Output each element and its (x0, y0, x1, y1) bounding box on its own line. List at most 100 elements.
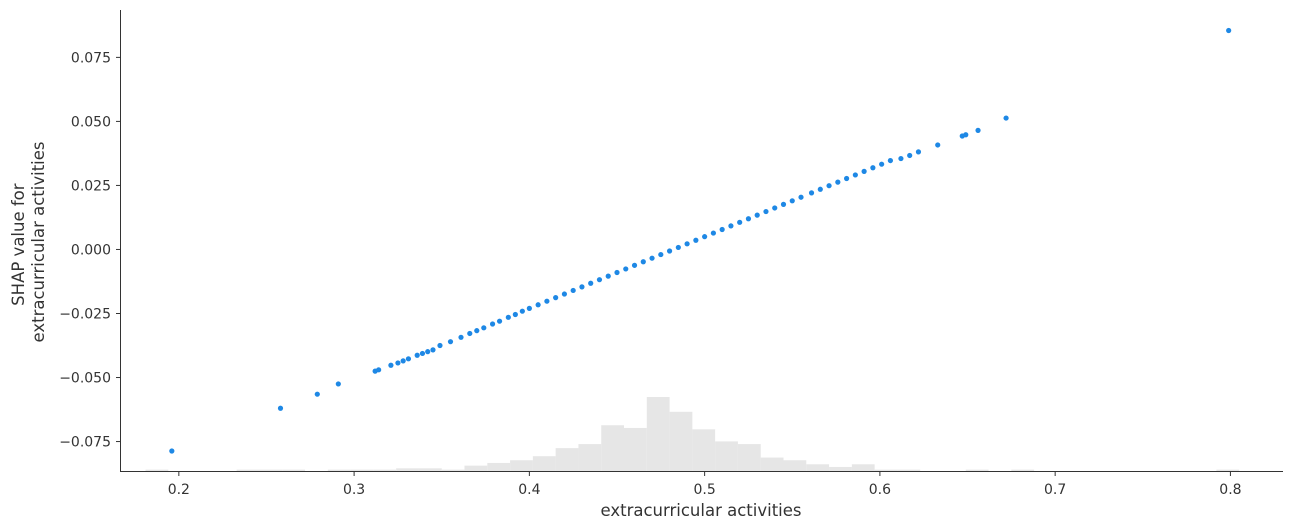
scatter-point (702, 234, 708, 240)
histogram-bar (692, 429, 716, 471)
scatter-point (623, 266, 629, 272)
y-tick-label: 0.025 (71, 178, 111, 194)
y-ticks: 0.075 0.050 0.025 0.000 −0.025 −0.050 −0.075 (59, 50, 121, 451)
scatter-point (579, 284, 585, 290)
scatter-point (852, 172, 858, 178)
histogram-bar (555, 448, 579, 471)
scatter-point (780, 201, 787, 207)
histogram-bar (829, 466, 852, 471)
scatter-point (1003, 115, 1009, 121)
scatter-point (754, 212, 760, 218)
scatter-point (789, 198, 795, 204)
scatter-point (376, 367, 382, 373)
y-axis-label-line-2: extracurricular activities (29, 141, 48, 342)
scatter-point (314, 391, 320, 397)
histogram-bar (464, 465, 488, 471)
scatter-point (458, 334, 464, 340)
scatter-point (907, 152, 913, 159)
scatter-point (496, 318, 503, 324)
histogram-bar (783, 460, 807, 471)
histogram-bar (578, 444, 602, 471)
histogram-bar (532, 456, 556, 471)
histogram-bar (669, 411, 693, 471)
scatter-point (481, 325, 487, 331)
scatter-point (649, 255, 655, 261)
x-tick-label: 0.6 (869, 482, 891, 498)
scatter-point (719, 226, 725, 233)
scatter-point (169, 448, 175, 454)
scatter-point (763, 208, 769, 215)
scatter-point (684, 241, 690, 247)
scatter-point (745, 216, 752, 222)
histogram-bar (350, 469, 374, 471)
scatter-point (861, 168, 867, 174)
scatter-point (419, 350, 426, 357)
y-tick-label: 0.000 (71, 242, 111, 258)
scatter-point (535, 302, 541, 308)
y-tick-label: −0.025 (59, 306, 111, 322)
scatter-point (817, 186, 823, 192)
scatter-point (935, 142, 941, 148)
x-tick-label: 0.3 (343, 482, 365, 498)
histogram-bar (259, 469, 283, 471)
y-tick-label: 0.075 (71, 50, 111, 66)
scatter-point (425, 349, 431, 355)
scatter-point (675, 244, 681, 251)
x-tick-label: 0.7 (1044, 482, 1066, 498)
histogram-bar (373, 469, 397, 471)
axes-layer (120, 10, 1283, 472)
histogram-bar (965, 469, 989, 471)
scatter-point (843, 175, 850, 182)
scatter-point (474, 328, 480, 334)
scatter-point (826, 183, 832, 189)
scatter-point (605, 273, 611, 279)
histogram-bar (145, 469, 169, 471)
scatter-point (335, 381, 341, 387)
scatter-point (489, 321, 496, 327)
scatter-point (772, 205, 778, 211)
y-axis-label: SHAP value for extracurricular activitie… (9, 141, 48, 342)
scatter-point (666, 248, 673, 254)
scatter-point (693, 237, 699, 243)
x-axis-label: extracurricular activities (600, 501, 801, 520)
scatter-point (588, 280, 594, 286)
histogram-bar (282, 469, 306, 471)
scatter-point (526, 305, 532, 311)
scatter-point (614, 269, 620, 276)
scatter-point (437, 342, 443, 349)
scatter-point (915, 149, 922, 155)
histogram-bar (1011, 469, 1035, 471)
scatter-point (519, 308, 525, 314)
y-tick-label: −0.050 (59, 371, 111, 387)
scatter-point (467, 330, 473, 337)
scatter-point (405, 356, 412, 362)
scatter-point (512, 311, 518, 318)
scatter-point (975, 127, 981, 133)
histogram-bar (760, 457, 784, 471)
scatter-point (887, 157, 894, 164)
scatter-point (553, 295, 559, 301)
scatter-point (710, 230, 716, 236)
scatter-point (544, 298, 550, 304)
x-tick-label: 0.4 (518, 482, 540, 498)
histogram-bar (715, 441, 738, 471)
histogram-bar (624, 427, 647, 471)
scatter-point (658, 251, 664, 258)
histogram-bar (601, 425, 625, 471)
histogram-bar (396, 468, 419, 471)
y-tick-label: −0.075 (59, 435, 111, 451)
x-tick-label: 0.2 (168, 482, 190, 498)
scatter-point (798, 194, 804, 200)
scatter-point (395, 360, 401, 366)
scatter-point (570, 287, 576, 294)
scatter-point (1226, 27, 1232, 34)
histogram-bar (487, 462, 511, 471)
scatter-point (808, 190, 815, 196)
histogram-bar (441, 469, 465, 471)
scatter-point (898, 155, 904, 162)
scatter-point (879, 161, 885, 167)
histogram-bar (1216, 469, 1240, 471)
histogram-bar (327, 469, 351, 471)
